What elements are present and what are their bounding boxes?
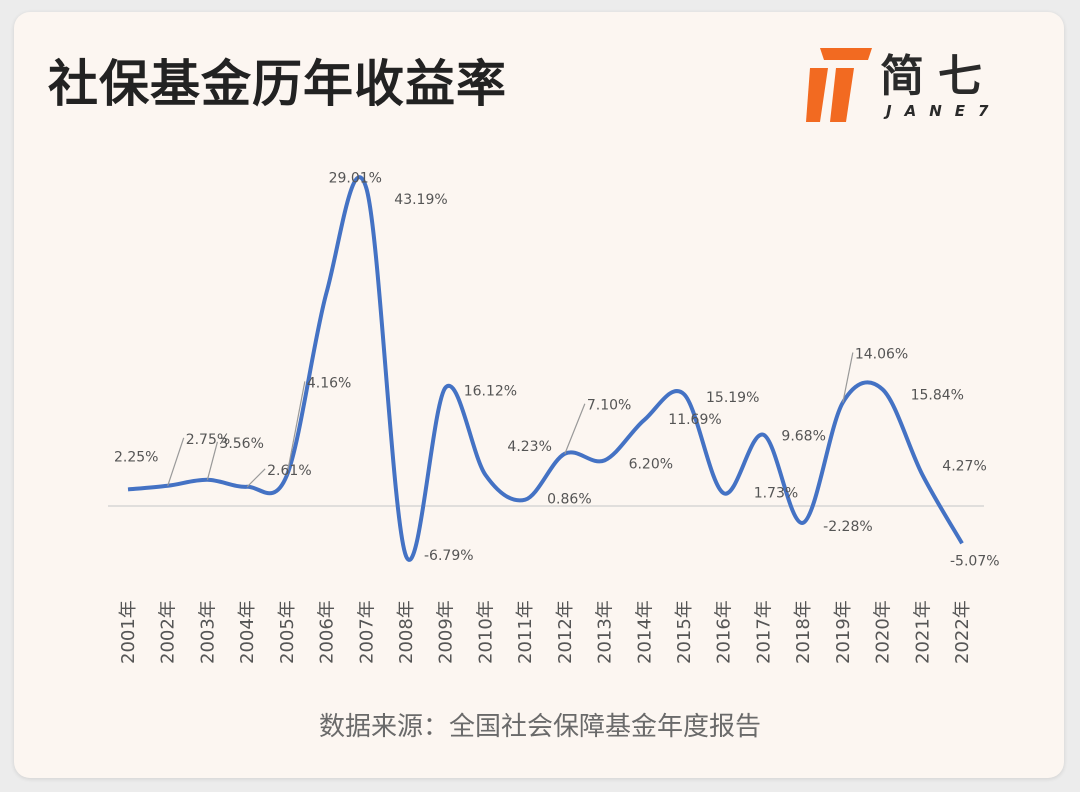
data-point-2011年 bbox=[523, 498, 527, 502]
data-point-2013年 bbox=[603, 458, 607, 462]
data-label-2002年: 2.75% bbox=[186, 432, 230, 448]
data-point-2010年 bbox=[483, 473, 487, 477]
data-point-2015年 bbox=[682, 392, 686, 396]
data-label-2005年: 4.16% bbox=[307, 375, 351, 391]
x-tick-label-2001年: 2001年 bbox=[118, 600, 139, 664]
data-label-2018年: -2.28% bbox=[823, 519, 873, 535]
data-point-2020年 bbox=[881, 387, 885, 391]
data-point-2022年 bbox=[960, 541, 964, 545]
data-label-2011年: 0.86% bbox=[547, 492, 591, 508]
x-tick-label-2022年: 2022年 bbox=[952, 600, 973, 664]
x-tick-label-2002年: 2002年 bbox=[158, 600, 179, 664]
x-tick-label-2016年: 2016年 bbox=[714, 600, 735, 664]
series-line bbox=[127, 175, 964, 562]
data-label-2014年: 11.69% bbox=[668, 412, 721, 428]
data-label-2019年: 14.06% bbox=[855, 346, 908, 362]
data-label-2021年: 4.27% bbox=[942, 459, 986, 475]
leader-line-2005年 bbox=[286, 381, 306, 476]
brand-logo: 简七 JANE7 bbox=[806, 44, 1016, 128]
data-label-2008年: -6.79% bbox=[424, 548, 474, 564]
data-point-2009年 bbox=[444, 385, 448, 389]
data-label-2010年: 4.23% bbox=[507, 439, 551, 455]
leader-line-2002年 bbox=[167, 437, 185, 486]
x-tick-label-2018年: 2018年 bbox=[793, 600, 814, 664]
data-label-2016年: 1.73% bbox=[754, 485, 798, 501]
x-tick-label-2004年: 2004年 bbox=[237, 600, 258, 664]
data-label-2004年: 2.61% bbox=[267, 463, 311, 479]
data-label-2020年: 15.84% bbox=[911, 387, 964, 403]
x-tick-label-2006年: 2006年 bbox=[317, 600, 338, 664]
x-tick-label-2020年: 2020年 bbox=[873, 600, 894, 664]
x-tick-label-2011年: 2011年 bbox=[515, 600, 536, 664]
data-label-2013年: 6.20% bbox=[629, 456, 673, 472]
data-point-2018年 bbox=[801, 521, 805, 525]
data-point-2007年 bbox=[364, 186, 368, 190]
x-tick-label-2019年: 2019年 bbox=[833, 600, 854, 664]
logo-name-en: JANE7 bbox=[886, 102, 1002, 120]
data-point-2008年 bbox=[404, 554, 408, 558]
leader-line-2012年 bbox=[564, 403, 586, 454]
x-tick-label-2007年: 2007年 bbox=[356, 600, 377, 664]
data-point-2001年 bbox=[126, 487, 130, 491]
data-point-2014年 bbox=[642, 418, 646, 422]
data-label-2017年: 9.68% bbox=[781, 429, 825, 445]
x-tick-label-2008年: 2008年 bbox=[396, 600, 417, 664]
data-label-2012年: 7.10% bbox=[587, 398, 631, 414]
data-label-2015年: 15.19% bbox=[706, 390, 759, 406]
data-label-2022年: -5.07% bbox=[950, 553, 1000, 569]
x-tick-label-2014年: 2014年 bbox=[634, 600, 655, 664]
x-tick-label-2005年: 2005年 bbox=[277, 600, 298, 664]
x-tick-label-2009年: 2009年 bbox=[436, 600, 457, 664]
data-label-2001年: 2.25% bbox=[114, 449, 158, 465]
x-tick-label-2010年: 2010年 bbox=[475, 600, 496, 664]
x-tick-label-2012年: 2012年 bbox=[555, 600, 576, 664]
logo-mark-icon bbox=[806, 48, 872, 122]
data-point-2021年 bbox=[920, 473, 924, 477]
data-label-2007年: 43.19% bbox=[394, 192, 447, 208]
data-point-2006年 bbox=[325, 290, 329, 294]
data-label-2006年: 29.01% bbox=[329, 170, 382, 186]
data-label-2009年: 16.12% bbox=[464, 383, 517, 399]
logo-name-cn: 简七 bbox=[880, 51, 996, 102]
leader-line-2004年 bbox=[246, 468, 266, 488]
data-source-note: 数据来源：全国社会保障基金年度报告 bbox=[318, 712, 761, 742]
leader-line-2003年 bbox=[206, 441, 219, 480]
x-tick-label-2015年: 2015年 bbox=[674, 600, 695, 664]
page-title: 社保基金历年收益率 bbox=[48, 55, 507, 113]
x-tick-label-2003年: 2003年 bbox=[197, 600, 218, 664]
data-point-2016年 bbox=[722, 491, 726, 495]
x-tick-label-2013年: 2013年 bbox=[595, 600, 616, 664]
data-point-2017年 bbox=[761, 433, 765, 437]
x-tick-label-2021年: 2021年 bbox=[912, 600, 933, 664]
data-label-2003年: 3.56% bbox=[219, 436, 263, 452]
leader-line-2019年 bbox=[842, 352, 854, 403]
x-tick-label-2017年: 2017年 bbox=[753, 600, 774, 664]
